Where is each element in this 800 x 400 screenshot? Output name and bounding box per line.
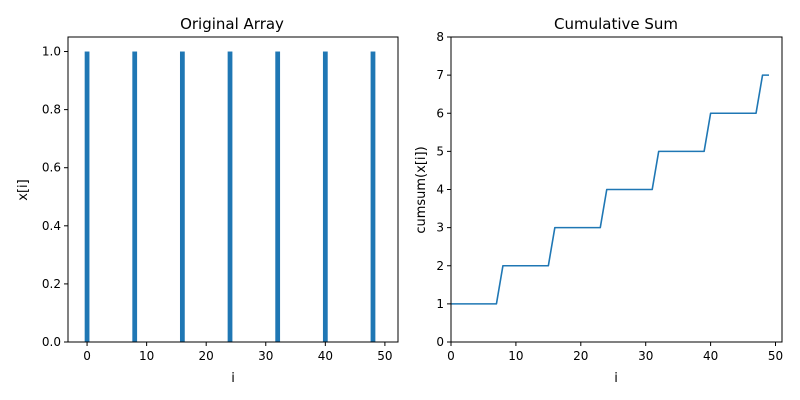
bar bbox=[370, 51, 376, 343]
x-tick-label: 10 bbox=[139, 349, 154, 363]
y-tick-label: 0.8 bbox=[42, 103, 61, 117]
y-axis-ticks: 0 1 2 3 4 5 6 7 8 bbox=[436, 30, 451, 349]
y-tick-label: 4 bbox=[436, 183, 444, 197]
bar bbox=[322, 51, 328, 343]
y-tick-label: 0.4 bbox=[42, 219, 61, 233]
x-axis-ticks: 0 10 20 30 40 50 bbox=[83, 342, 393, 363]
plot-frame bbox=[67, 36, 399, 343]
bar bbox=[132, 51, 138, 343]
x-tick-label: 40 bbox=[703, 349, 718, 363]
y-tick-label: 2 bbox=[436, 259, 444, 273]
x-tick-label: 30 bbox=[258, 349, 273, 363]
x-tick-label: 30 bbox=[638, 349, 653, 363]
line-series bbox=[451, 74, 770, 305]
x-axis-ticks: 0 10 20 30 40 50 bbox=[447, 342, 783, 363]
y-tick-label: 8 bbox=[436, 30, 444, 44]
x-tick-label: 0 bbox=[83, 349, 91, 363]
bar bbox=[275, 51, 281, 343]
x-tick-label: 10 bbox=[508, 349, 523, 363]
y-axis-ticks: 0.0 0.2 0.4 0.6 0.8 1.0 bbox=[42, 45, 68, 349]
y-tick-label: 0 bbox=[436, 335, 444, 349]
x-tick-label: 40 bbox=[318, 349, 333, 363]
y-tick-label: 6 bbox=[436, 106, 444, 120]
chart-original-array: Original Array 0 10 20 30 40 50 0.00.20.40.60… bbox=[16, 15, 399, 386]
y-axis-label: cumsum(x[i]) bbox=[414, 146, 429, 233]
y-tick-label: 7 bbox=[436, 68, 444, 82]
bar bbox=[84, 51, 90, 343]
y-axis-label: x[i] bbox=[16, 179, 31, 200]
y-tick-label: 0.0 bbox=[42, 335, 61, 349]
chart-title: Original Array bbox=[180, 15, 284, 33]
x-axis-label: i bbox=[231, 371, 235, 386]
y-tick-label: 0.2 bbox=[42, 277, 61, 291]
x-tick-label: 50 bbox=[768, 349, 783, 363]
y-tick-label: 3 bbox=[436, 221, 444, 235]
y-tick-label: 1.0 bbox=[42, 45, 61, 59]
y-tick-label: 0.6 bbox=[42, 161, 61, 175]
x-axis-label: i bbox=[614, 371, 618, 386]
x-tick-label: 50 bbox=[377, 349, 392, 363]
bar bbox=[179, 51, 185, 343]
x-tick-label: 20 bbox=[573, 349, 588, 363]
x-tick-label: 20 bbox=[199, 349, 214, 363]
bar-series bbox=[84, 51, 376, 343]
y-tick-label: 1 bbox=[436, 297, 444, 311]
bar bbox=[227, 51, 233, 343]
chart-title: Cumulative Sum bbox=[554, 15, 678, 33]
series-line bbox=[451, 74, 770, 305]
y-tick-label: 5 bbox=[436, 144, 444, 158]
x-tick-label: 0 bbox=[447, 349, 455, 363]
chart-cumulative-sum: Cumulative Sum 0 10 20 30 40 50 0 1 2 3 4 5 6 7 8 i c… bbox=[414, 15, 783, 386]
